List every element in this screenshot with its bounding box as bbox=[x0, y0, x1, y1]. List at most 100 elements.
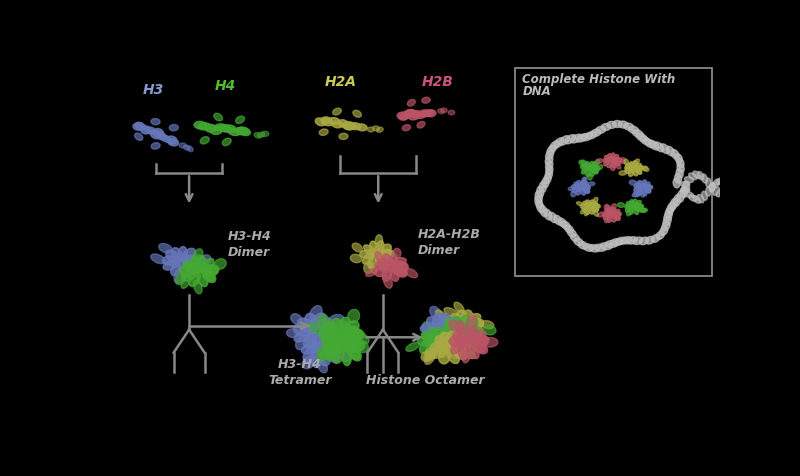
Ellipse shape bbox=[482, 338, 498, 347]
Ellipse shape bbox=[197, 272, 208, 287]
Ellipse shape bbox=[570, 135, 582, 144]
Ellipse shape bbox=[662, 222, 670, 231]
Ellipse shape bbox=[449, 336, 466, 347]
Ellipse shape bbox=[635, 168, 642, 175]
Ellipse shape bbox=[348, 310, 359, 323]
Ellipse shape bbox=[298, 318, 315, 333]
Ellipse shape bbox=[391, 258, 406, 268]
Ellipse shape bbox=[605, 209, 611, 217]
Ellipse shape bbox=[441, 109, 447, 113]
Ellipse shape bbox=[774, 187, 782, 192]
Ellipse shape bbox=[466, 314, 481, 325]
Ellipse shape bbox=[439, 337, 454, 347]
Ellipse shape bbox=[318, 335, 330, 349]
Ellipse shape bbox=[254, 133, 261, 139]
Ellipse shape bbox=[382, 250, 394, 259]
Text: H3-H4
Tetramer: H3-H4 Tetramer bbox=[268, 358, 332, 387]
Ellipse shape bbox=[442, 317, 460, 329]
Ellipse shape bbox=[464, 325, 482, 337]
Ellipse shape bbox=[651, 235, 660, 243]
Ellipse shape bbox=[604, 205, 609, 211]
Ellipse shape bbox=[228, 129, 240, 136]
Ellipse shape bbox=[766, 190, 774, 197]
Ellipse shape bbox=[586, 162, 591, 169]
Ellipse shape bbox=[383, 254, 394, 269]
Ellipse shape bbox=[752, 176, 758, 186]
Ellipse shape bbox=[607, 154, 613, 161]
Ellipse shape bbox=[202, 265, 219, 276]
Ellipse shape bbox=[625, 168, 633, 174]
Ellipse shape bbox=[682, 182, 690, 193]
Ellipse shape bbox=[307, 323, 324, 334]
Ellipse shape bbox=[554, 216, 562, 225]
Ellipse shape bbox=[667, 203, 675, 214]
Ellipse shape bbox=[465, 327, 484, 337]
Ellipse shape bbox=[466, 331, 479, 345]
Ellipse shape bbox=[559, 137, 570, 146]
Ellipse shape bbox=[183, 255, 198, 266]
Ellipse shape bbox=[659, 228, 668, 236]
Ellipse shape bbox=[235, 117, 245, 124]
Ellipse shape bbox=[334, 334, 346, 347]
Ellipse shape bbox=[539, 182, 546, 193]
Ellipse shape bbox=[329, 337, 342, 351]
Ellipse shape bbox=[546, 151, 554, 160]
Ellipse shape bbox=[689, 174, 697, 180]
Ellipse shape bbox=[614, 158, 622, 163]
Ellipse shape bbox=[613, 121, 622, 128]
Ellipse shape bbox=[395, 263, 408, 271]
Ellipse shape bbox=[416, 113, 426, 119]
Ellipse shape bbox=[432, 336, 443, 347]
Ellipse shape bbox=[342, 122, 355, 130]
Ellipse shape bbox=[451, 314, 463, 326]
Ellipse shape bbox=[462, 319, 478, 334]
Ellipse shape bbox=[582, 187, 589, 194]
Ellipse shape bbox=[294, 324, 313, 336]
Ellipse shape bbox=[759, 181, 766, 190]
Ellipse shape bbox=[315, 119, 326, 127]
Ellipse shape bbox=[370, 263, 377, 274]
Text: H2B: H2B bbox=[422, 75, 454, 89]
Ellipse shape bbox=[141, 127, 151, 135]
Ellipse shape bbox=[644, 185, 653, 190]
Ellipse shape bbox=[375, 262, 388, 271]
Ellipse shape bbox=[347, 345, 360, 360]
Ellipse shape bbox=[574, 238, 583, 246]
Ellipse shape bbox=[589, 245, 600, 252]
Ellipse shape bbox=[591, 207, 598, 212]
Ellipse shape bbox=[666, 147, 674, 157]
Ellipse shape bbox=[438, 348, 450, 364]
Ellipse shape bbox=[322, 337, 338, 351]
Ellipse shape bbox=[373, 127, 380, 131]
Ellipse shape bbox=[582, 206, 588, 212]
Ellipse shape bbox=[168, 139, 178, 147]
Ellipse shape bbox=[774, 183, 782, 188]
Ellipse shape bbox=[605, 156, 611, 162]
Ellipse shape bbox=[665, 207, 674, 218]
Ellipse shape bbox=[759, 186, 766, 194]
Ellipse shape bbox=[583, 185, 590, 190]
Ellipse shape bbox=[567, 230, 576, 238]
Ellipse shape bbox=[409, 113, 420, 120]
Ellipse shape bbox=[619, 159, 626, 163]
Ellipse shape bbox=[175, 274, 186, 285]
Ellipse shape bbox=[346, 341, 362, 353]
Ellipse shape bbox=[634, 192, 638, 198]
Ellipse shape bbox=[580, 188, 586, 196]
Ellipse shape bbox=[375, 266, 389, 277]
Ellipse shape bbox=[685, 178, 694, 183]
Ellipse shape bbox=[436, 338, 446, 351]
Ellipse shape bbox=[554, 139, 564, 148]
Ellipse shape bbox=[310, 313, 326, 331]
Ellipse shape bbox=[693, 172, 701, 179]
Ellipse shape bbox=[590, 169, 594, 177]
Ellipse shape bbox=[633, 170, 638, 177]
Ellipse shape bbox=[644, 185, 652, 190]
Ellipse shape bbox=[324, 326, 332, 341]
Ellipse shape bbox=[406, 110, 417, 116]
Ellipse shape bbox=[439, 342, 453, 352]
Ellipse shape bbox=[306, 338, 320, 352]
Ellipse shape bbox=[319, 324, 335, 336]
Ellipse shape bbox=[181, 277, 190, 289]
Ellipse shape bbox=[628, 127, 639, 134]
